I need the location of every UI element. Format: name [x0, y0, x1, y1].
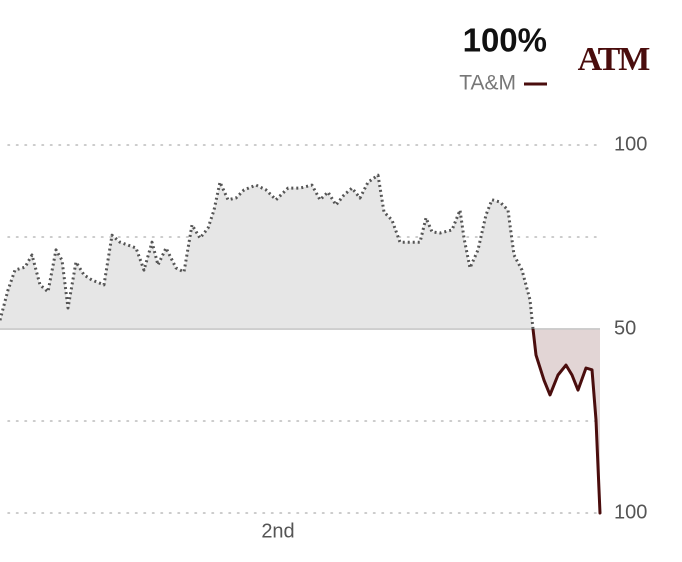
- area-team: [0, 329, 600, 513]
- line-other: [0, 173, 535, 329]
- team-logo: ATM: [578, 41, 651, 78]
- area-other: [0, 175, 600, 329]
- y-tick-label: 100: [614, 501, 647, 523]
- current-value: 100%: [463, 22, 547, 59]
- x-tick-label: 2nd: [261, 520, 294, 542]
- legend-label: TA&M: [459, 72, 516, 95]
- y-tick-label: 100: [614, 133, 647, 155]
- y-tick-label: 50: [614, 317, 636, 339]
